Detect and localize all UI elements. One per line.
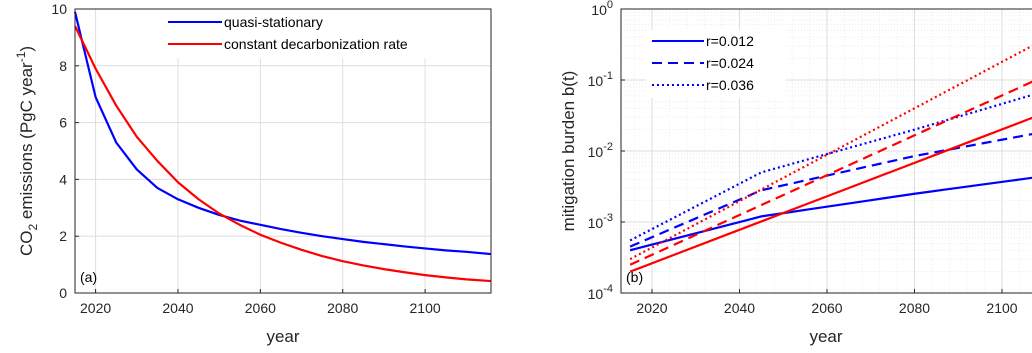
panel-a-legend: quasi-stationary constant decarbonizatio…	[161, 9, 473, 59]
panel-b-xtick-label: 2040	[724, 300, 755, 316]
legend-label-r-0-036: r=0.036	[706, 77, 754, 93]
panel-a-y-axis-label: CO2 emissions (PgC year-1)	[14, 46, 40, 256]
panel-a-legend-box	[161, 9, 473, 59]
panel-b-y-axis-label: mitigation burden b(t)	[559, 71, 578, 232]
panel-b-xtick-label: 2100	[986, 300, 1017, 316]
panel-b-series	[629, 44, 1032, 273]
legend-label-r-0-012: r=0.012	[706, 33, 754, 49]
panel-b-series-line-blue-dashed	[629, 133, 1032, 248]
panel-b-ytick-label: 10-3	[588, 212, 613, 231]
panel-b-ytick-label: 10-2	[588, 141, 613, 160]
panel-b-xtick-label: 2020	[636, 300, 667, 316]
legend-label-constant-decarbonization: constant decarbonization rate	[224, 36, 408, 52]
panel-a-xtick-label: 2060	[245, 300, 276, 316]
legend-label-quasi-stationary: quasi-stationary	[224, 14, 323, 30]
panel-b-ytick-label: 100	[591, 0, 613, 18]
panel-b-ytick-label: 10-4	[588, 283, 613, 302]
panel-b-series-line-red-dashed	[629, 80, 1032, 266]
panel-b-x-axis-label: year	[809, 327, 842, 346]
panel-a-ytick-label: 0	[59, 285, 67, 301]
panel-b-series-line-blue-solid	[629, 176, 1032, 252]
panel-a-ytick-label: 4	[59, 171, 67, 187]
panel-a-frame	[74, 8, 492, 294]
panel-b-xtick-label: 2080	[899, 300, 930, 316]
panel-b-legend: r=0.012 r=0.024 r=0.036	[646, 30, 786, 98]
panel-b-tag: (b)	[626, 269, 643, 285]
panel-b-xtick-label: 2060	[811, 300, 842, 316]
panel-b-ticks: 2020 2040 2060 2080 2100 100 10-1 10-2 10-3 10-4	[588, 0, 1018, 316]
panel-a-emissions-chart: 2020 2040 2060 2080 2100 0 2 4 6 8 10 quasi-statio…	[14, 1, 492, 346]
panel-a-ytick-label: 2	[59, 228, 67, 244]
panel-a-xtick-label: 2100	[410, 300, 441, 316]
panel-a-tag: (a)	[80, 269, 97, 285]
panel-a-ytick-label: 8	[59, 58, 67, 74]
panel-a-ticks: 2020 2040 2060 2080 2100 0 2 4 6 8 10	[51, 1, 440, 316]
panel-b-series-line-red-dotted	[629, 44, 1032, 261]
panel-b-series-line-red-solid	[629, 116, 1032, 273]
panel-a-ytick-label: 6	[59, 115, 67, 131]
panel-a-xtick-label: 2040	[162, 300, 193, 316]
panel-a-x-axis-label: year	[266, 327, 299, 346]
legend-label-r-0-024: r=0.024	[706, 55, 754, 71]
panel-a-series-line-constant-decarbonization	[74, 25, 492, 283]
panel-a-series	[73, 11, 492, 283]
panel-b-mitigation-chart: 2020 2040 2060 2080 210010010-110-210-310-4 …	[559, 0, 1032, 346]
panel-a-ytick-label: 10	[51, 1, 67, 17]
panel-b-ytick-label: 10-1	[588, 70, 613, 89]
panel-a-xtick-label: 2080	[327, 300, 358, 316]
panel-a-series-line-quasi-stationary	[73, 11, 492, 256]
panel-a-xtick-label: 2020	[80, 300, 111, 316]
